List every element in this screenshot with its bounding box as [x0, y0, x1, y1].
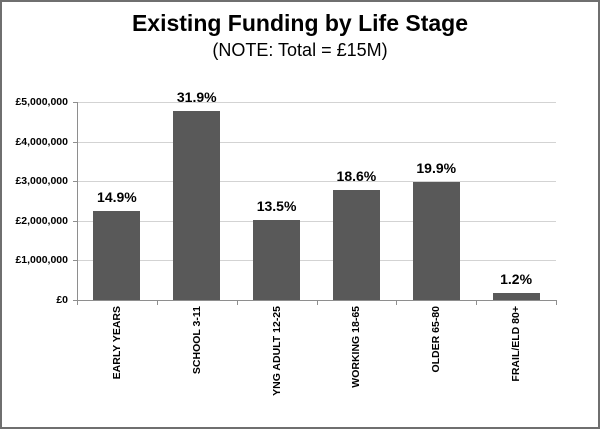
x-axis-category-label: FRAIL/ELD 80+: [510, 306, 523, 382]
y-gridline: [77, 141, 556, 143]
y-gridline: [77, 102, 556, 103]
bar-value-label: 1.2%: [500, 271, 533, 287]
y-axis-tick-label: £0: [56, 294, 68, 306]
x-axis-category-label: SCHOOL 3-11: [190, 306, 203, 375]
bar-value-label: 13.5%: [256, 198, 297, 214]
x-axis-tick: [236, 301, 238, 305]
y-axis-line: [77, 102, 78, 301]
y-axis-tick: [73, 102, 77, 103]
bar-value-label: 19.9%: [416, 160, 457, 176]
x-axis-category-label: EARLY YEARS: [110, 306, 123, 380]
y-axis-tick: [73, 260, 77, 262]
bar: [173, 111, 221, 300]
x-axis-tick: [476, 301, 478, 305]
bar-value-label: 18.6%: [336, 168, 377, 184]
bar: [492, 293, 540, 300]
y-axis-tick-label: £5,000,000: [15, 96, 68, 108]
y-gridline: [77, 220, 556, 222]
chart-subtitle: (NOTE: Total = £15M): [212, 40, 388, 60]
x-axis-tick: [316, 301, 318, 305]
x-axis-category-label: OLDER 65-80: [430, 306, 443, 373]
x-axis-tick: [556, 301, 557, 305]
y-axis-tick-label: £2,000,000: [15, 214, 68, 227]
y-axis-tick: [73, 141, 77, 143]
x-axis-tick: [156, 301, 158, 305]
bar-value-label: 14.9%: [97, 189, 137, 205]
x-axis-tick: [396, 301, 398, 305]
bar: [93, 211, 141, 300]
bar: [253, 220, 301, 300]
y-axis-tick: [73, 220, 77, 222]
x-axis-line: [73, 300, 557, 301]
y-axis-tick-label: £4,000,000: [15, 135, 68, 148]
chart-title: Existing Funding by Life Stage: [131, 10, 469, 36]
x-axis-tick: [77, 301, 78, 305]
bar: [332, 190, 380, 300]
y-axis-tick: [73, 300, 77, 301]
y-gridline: [77, 260, 556, 262]
y-axis-tick-label: £1,000,000: [15, 254, 68, 267]
bar-value-label: 31.9%: [176, 89, 217, 105]
x-axis-category-label: YNG ADULT 12-25: [270, 306, 283, 396]
x-axis-category-label: WORKING 18-65: [350, 306, 363, 388]
y-gridline: [77, 181, 556, 183]
y-axis-tick: [73, 181, 77, 183]
bar: [412, 182, 460, 300]
y-axis-tick-label: £3,000,000: [15, 175, 68, 188]
